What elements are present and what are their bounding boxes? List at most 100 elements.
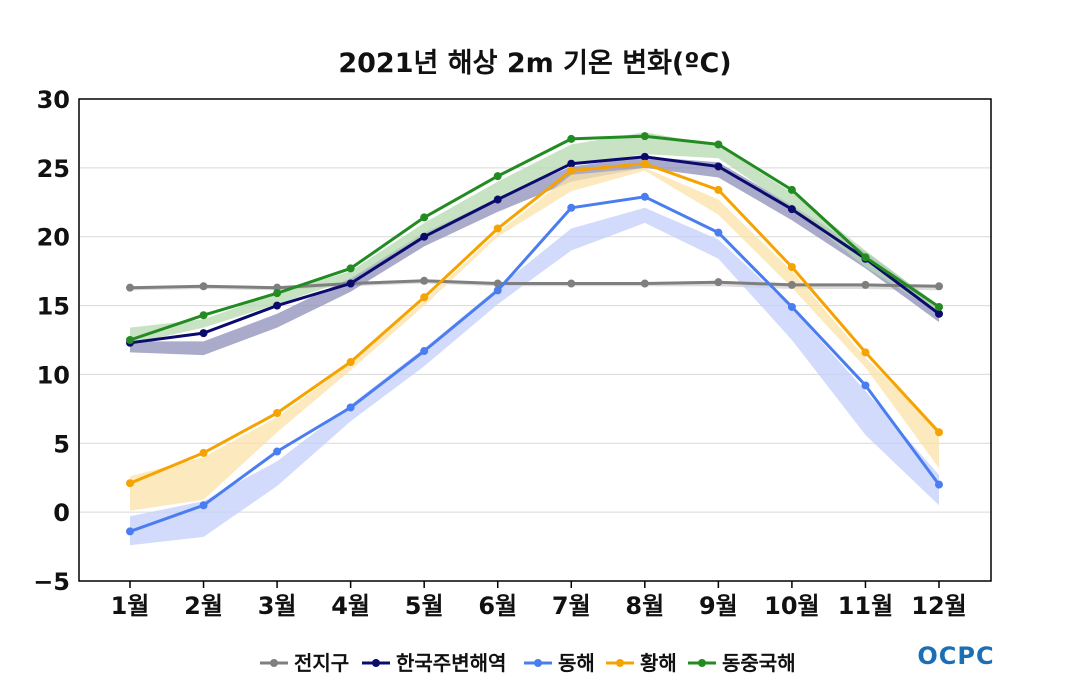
data-point xyxy=(935,309,943,318)
data-point xyxy=(787,302,796,311)
series-line xyxy=(129,155,940,345)
plot-frame xyxy=(78,98,992,582)
legend-item: 한국주변해역 xyxy=(362,651,506,675)
data-point xyxy=(567,134,576,143)
series-band xyxy=(130,207,939,546)
data-point xyxy=(787,263,796,272)
legend-swatch-marker xyxy=(698,659,706,667)
legend-swatch-marker xyxy=(616,659,624,667)
data-point xyxy=(935,428,943,437)
y-tick-label: 30 xyxy=(37,86,70,114)
data-point xyxy=(126,283,134,292)
data-point xyxy=(346,264,355,273)
data-point xyxy=(714,278,723,287)
y-tick-label: 15 xyxy=(37,293,70,321)
series-band xyxy=(130,132,939,345)
data-point xyxy=(567,279,576,288)
legend-label: 동중국해 xyxy=(722,651,796,675)
data-point xyxy=(640,132,649,141)
data-point xyxy=(861,280,870,289)
data-point xyxy=(346,358,355,367)
legend: 전지구 한국주변해역 동해 황해 동중국해 xyxy=(260,651,796,675)
data-point xyxy=(346,279,355,288)
data-point xyxy=(126,527,134,536)
data-point xyxy=(273,447,282,456)
series-bands xyxy=(130,132,939,546)
x-tick-label: 8월 xyxy=(625,592,664,620)
x-tick-label: 4월 xyxy=(331,592,370,620)
series-line xyxy=(129,279,940,290)
data-point xyxy=(935,480,943,489)
data-point xyxy=(420,293,429,302)
x-tick-label: 10월 xyxy=(764,592,819,620)
data-point xyxy=(640,192,649,201)
data-point xyxy=(935,282,943,291)
data-point xyxy=(787,205,796,214)
data-point xyxy=(640,159,649,168)
series-group xyxy=(126,192,943,536)
data-point xyxy=(126,479,134,488)
data-point xyxy=(714,185,723,194)
legend-label: 동해 xyxy=(558,651,595,675)
data-point xyxy=(493,195,502,204)
data-point xyxy=(420,213,429,222)
data-point xyxy=(787,280,796,289)
legend-item: 황해 xyxy=(606,651,677,675)
data-point xyxy=(273,289,282,298)
data-point xyxy=(567,166,576,175)
data-point xyxy=(714,162,723,171)
data-point xyxy=(420,276,429,285)
data-point xyxy=(714,228,723,237)
y-axis: 30 25 20 15 10 5 0 −5 xyxy=(33,86,70,596)
data-point xyxy=(420,232,429,241)
data-point xyxy=(567,203,576,212)
data-point xyxy=(199,448,208,457)
x-tick-label: 9월 xyxy=(699,592,738,620)
data-point xyxy=(935,302,943,311)
data-point xyxy=(493,224,502,233)
data-point xyxy=(714,140,723,149)
y-tick-label: 25 xyxy=(37,155,70,183)
legend-label: 한국주변해역 xyxy=(396,651,506,675)
x-tick-label: 11월 xyxy=(838,592,893,620)
data-point xyxy=(567,159,576,168)
legend-swatch-marker xyxy=(270,659,278,667)
series-line xyxy=(129,195,941,533)
series-band xyxy=(130,167,939,511)
series-line xyxy=(129,134,940,342)
legend-label: 전지구 xyxy=(294,651,349,675)
ocpc-logo: OCPC xyxy=(917,642,994,670)
data-point xyxy=(420,347,429,356)
series-line xyxy=(129,162,941,485)
series-band xyxy=(130,156,939,356)
data-point xyxy=(787,185,796,194)
legend-item: 동중국해 xyxy=(688,651,796,675)
data-point xyxy=(493,279,502,288)
series-lines xyxy=(126,132,943,536)
data-point xyxy=(199,282,208,291)
x-tick-label: 6월 xyxy=(478,592,517,620)
data-point xyxy=(861,348,870,357)
x-tick-label: 7월 xyxy=(552,592,591,620)
data-point xyxy=(126,336,134,344)
series-group xyxy=(126,132,943,344)
legend-swatch-marker xyxy=(534,659,542,667)
x-tick-label: 1월 xyxy=(111,592,150,620)
data-point xyxy=(861,381,870,390)
x-tick-label: 3월 xyxy=(258,592,297,620)
legend-item: 동해 xyxy=(524,651,595,675)
data-point xyxy=(640,152,649,161)
data-point xyxy=(273,283,282,292)
chart-title: 2021년 해상 2m 기온 변화(ºC) xyxy=(338,48,731,79)
x-axis: 1월 2월 3월 4월 5월 6월 7월 8월 9월 10월 11월 12월 xyxy=(111,581,967,620)
data-point xyxy=(640,279,649,288)
y-tick-label: 10 xyxy=(37,361,70,389)
data-point xyxy=(199,501,208,510)
data-point xyxy=(493,286,502,295)
series-group xyxy=(126,159,943,488)
y-tick-label: 5 xyxy=(53,430,70,458)
y-tick-label: 20 xyxy=(37,224,70,252)
legend-item: 전지구 xyxy=(260,651,349,675)
data-point xyxy=(199,311,208,320)
data-point xyxy=(861,253,870,262)
